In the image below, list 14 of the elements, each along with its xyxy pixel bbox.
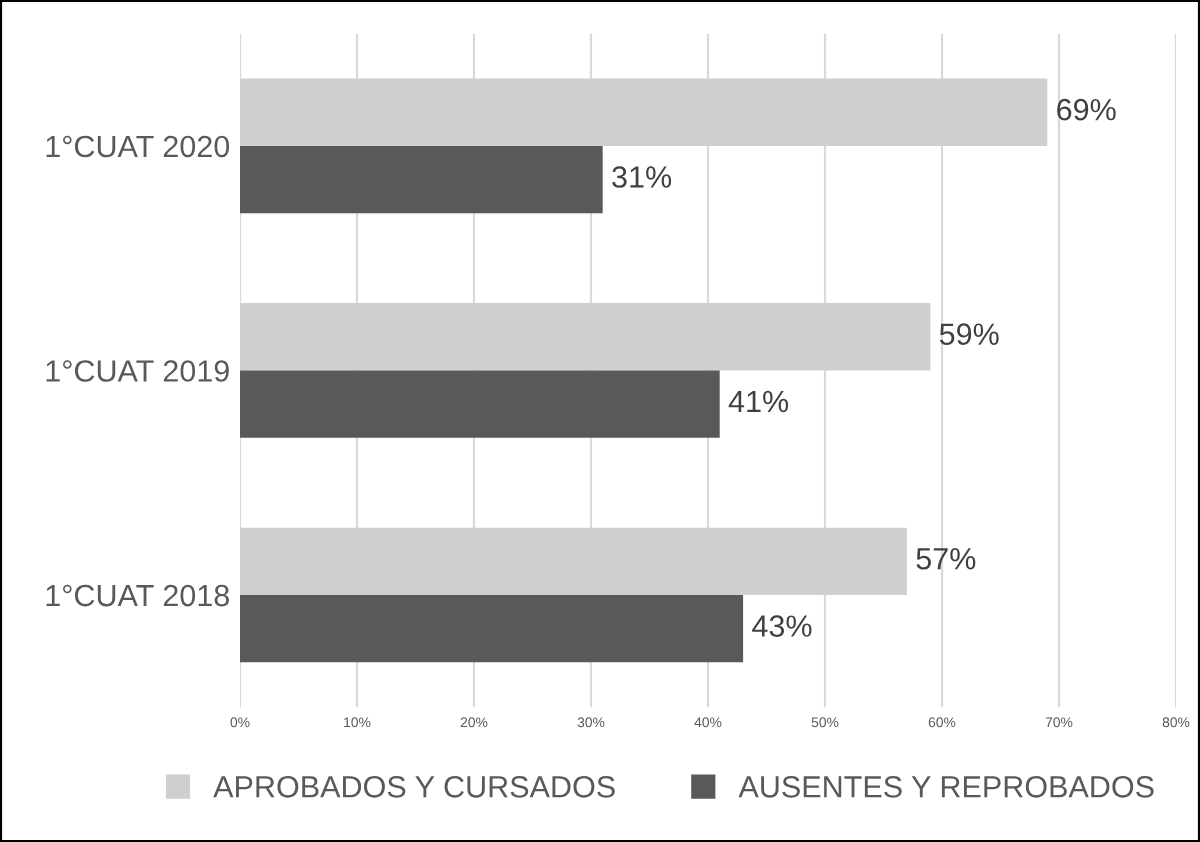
data-label: 57% <box>916 548 976 570</box>
bar <box>240 370 720 438</box>
data-label: 43% <box>752 615 812 637</box>
data-label: 69% <box>1057 98 1116 121</box>
data-label: 31% <box>612 166 672 188</box>
y-tick-label: 1°CUAT 2020 <box>46 135 230 158</box>
legend-label: APROBADOS Y CURSADOS <box>213 776 615 798</box>
bar <box>240 145 603 214</box>
bar <box>240 595 744 663</box>
y-tick-label: 1°CUAT 2018 <box>46 584 229 607</box>
legend-label: AUSENTES Y REPROBADOS <box>738 776 1154 798</box>
y-tick-label: 1°CUAT 2019 <box>46 360 229 382</box>
data-label: 41% <box>728 390 789 413</box>
data-label: 59% <box>939 323 999 345</box>
